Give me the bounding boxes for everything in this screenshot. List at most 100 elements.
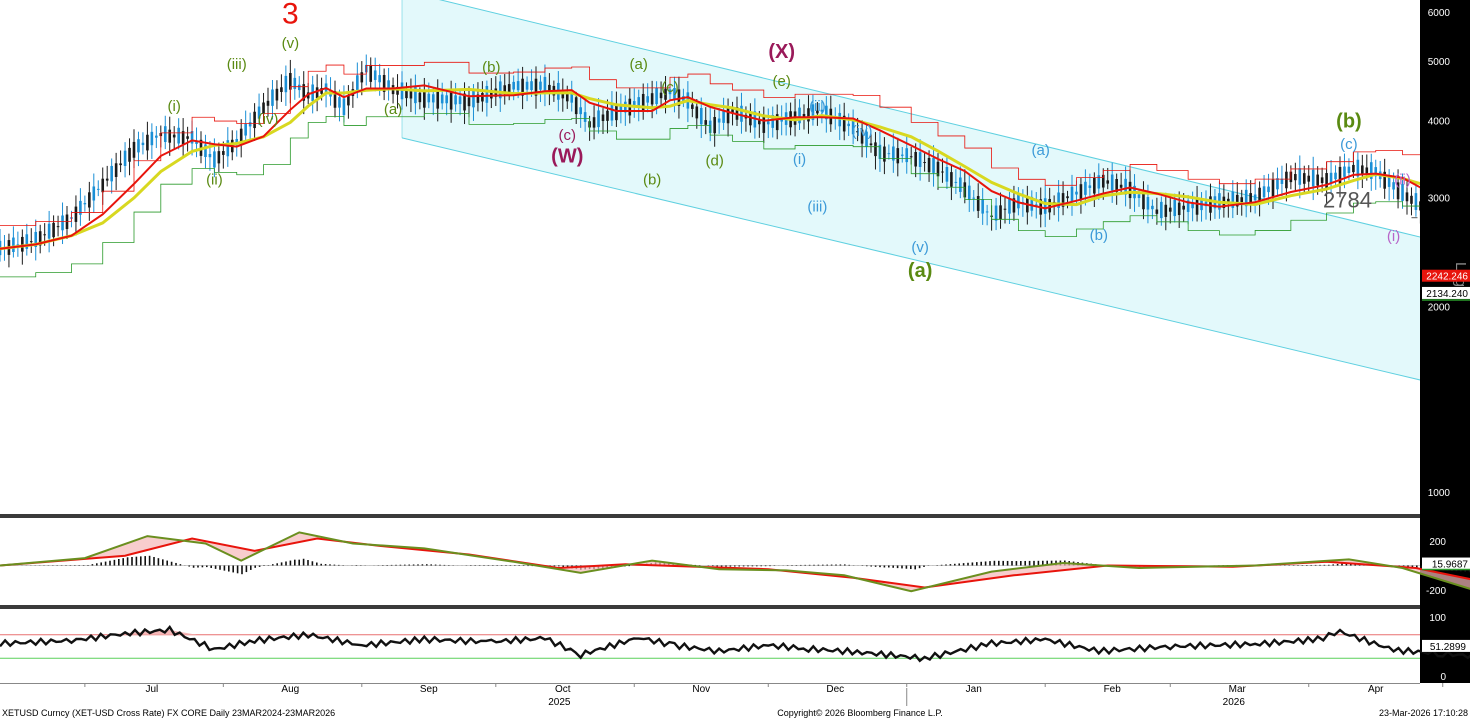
candle-body	[664, 88, 667, 100]
candle-body	[847, 123, 850, 127]
macd-y-axis: 200 -200 15.9687	[1422, 537, 1470, 597]
candle-body	[717, 118, 721, 123]
candle-body	[561, 90, 565, 99]
candle-body	[713, 116, 716, 134]
wave-label: (a)	[384, 101, 402, 118]
candle-body	[892, 146, 895, 161]
candle-body	[927, 157, 931, 173]
candle-body	[320, 88, 323, 94]
candle-body	[356, 75, 359, 92]
wave-label: (v)	[282, 35, 300, 52]
candle-body	[1142, 193, 1145, 210]
candle-body	[918, 152, 922, 167]
candle-body	[985, 211, 989, 213]
candle-body	[38, 231, 42, 246]
candle-body	[1066, 196, 1069, 199]
candle-body	[1311, 169, 1315, 187]
month-label: Mar	[1229, 684, 1247, 695]
moving-average-slow	[0, 87, 1420, 251]
candle-body	[771, 115, 775, 128]
candle-body	[945, 167, 949, 182]
candle-body	[1093, 177, 1096, 194]
candle-body	[101, 178, 105, 193]
candle-body	[222, 151, 225, 155]
macd-line	[0, 531, 1470, 593]
candle-body	[128, 147, 131, 162]
candle-body	[606, 110, 609, 121]
candle-body	[418, 92, 422, 103]
candle-body	[472, 90, 475, 108]
year-label: 2025	[548, 697, 571, 708]
copyright-label: Copyright© 2026 Bloomberg Finance L.P.	[777, 708, 943, 718]
candle-body	[1401, 184, 1404, 201]
candle-body	[1410, 195, 1413, 204]
candle-body	[458, 96, 462, 105]
candle-body	[119, 163, 122, 166]
candle-body	[516, 81, 520, 91]
candle-body	[114, 163, 118, 177]
candle-body	[972, 197, 976, 199]
macd-tick-label: 200	[1429, 537, 1446, 548]
candle-body	[1209, 196, 1212, 213]
candle-body	[1030, 196, 1034, 211]
candle-body	[1124, 178, 1127, 195]
candle-body	[1191, 203, 1194, 209]
candle-body	[1195, 198, 1199, 215]
rsi-pane: 100 0 51.2899	[0, 613, 1470, 683]
candle-body	[449, 92, 453, 110]
candle-body	[132, 141, 136, 158]
candle-body	[1168, 207, 1172, 212]
macd-fill	[0, 532, 1470, 592]
candle-body	[1285, 171, 1288, 189]
candle-body	[347, 95, 350, 106]
candle-body	[740, 105, 743, 122]
rsi-last-box	[1422, 639, 1470, 652]
candle-body	[262, 102, 265, 114]
candle-body	[874, 142, 877, 157]
candle-body	[932, 157, 935, 173]
wave-label: (c)	[559, 127, 577, 144]
candle-body	[856, 130, 859, 133]
candle-body	[1392, 182, 1395, 190]
candle-body	[79, 200, 82, 215]
candle-body	[820, 109, 824, 112]
candle-body	[1043, 198, 1047, 214]
candle-body	[1258, 187, 1261, 205]
candle-body	[16, 244, 20, 246]
candle-body	[1262, 186, 1266, 198]
candle-body	[405, 88, 408, 99]
candle-body	[1387, 177, 1391, 187]
candle-body	[1097, 175, 1101, 189]
candle-body	[155, 135, 158, 138]
candle-body	[1365, 167, 1369, 175]
candle-body	[1106, 180, 1110, 184]
wave-label: (iv)	[852, 123, 873, 140]
macd-last-label: 15.9687	[1432, 560, 1469, 571]
candle-body	[583, 112, 587, 122]
candle-body	[315, 87, 319, 99]
y-tick-label: 6000	[1428, 8, 1451, 19]
wave-label: (c)	[1340, 136, 1358, 153]
candle-body	[1383, 171, 1386, 189]
candle-body	[1164, 204, 1168, 217]
candle-body	[624, 101, 627, 113]
candle-body	[1003, 208, 1007, 210]
candle-body	[373, 70, 377, 80]
candle-body	[387, 80, 390, 91]
candle-body	[333, 90, 337, 108]
candle-body	[1137, 194, 1141, 199]
candle-body	[1244, 189, 1248, 207]
candle-body	[842, 115, 846, 132]
wave-label: (a)	[630, 56, 648, 73]
candle-body	[275, 88, 279, 101]
candle-body	[293, 77, 297, 89]
macd-pane: 200 -200 15.9687	[0, 531, 1470, 597]
month-label: Nov	[692, 684, 710, 695]
candle-body	[811, 104, 815, 121]
candle-body	[1352, 164, 1355, 173]
month-label: Feb	[1104, 684, 1122, 695]
candle-body	[632, 101, 636, 108]
candle-body	[534, 78, 538, 96]
month-label: Sep	[420, 684, 438, 695]
candle-body	[941, 171, 944, 173]
